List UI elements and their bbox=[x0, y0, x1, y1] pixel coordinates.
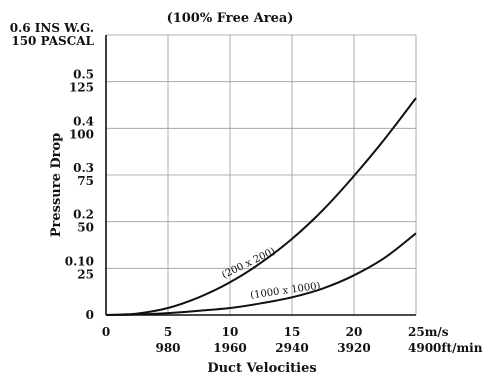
series-line-1 bbox=[105, 97, 417, 316]
series-layer bbox=[105, 97, 417, 316]
y-tick-label: 0.5 bbox=[73, 68, 94, 82]
y-tick-label-secondary: 75 bbox=[77, 174, 94, 188]
y-tick-label-secondary: 125 bbox=[69, 81, 94, 95]
x-tick-label: 5 bbox=[164, 325, 172, 339]
y-tick-label-secondary: 25 bbox=[77, 267, 94, 281]
y-tick-label: 0.4 bbox=[73, 114, 94, 128]
x-axis-ticks: 0 5 980 10 1960 15 2940 20 3920 25m/s 4900ft/min bbox=[102, 325, 483, 355]
series-line-2 bbox=[105, 232, 417, 316]
x-tick-label-secondary: 2940 bbox=[275, 341, 308, 355]
plot-frame bbox=[105, 35, 416, 316]
y-tick-label-secondary: 100 bbox=[69, 127, 94, 141]
x-tick-label: 0 bbox=[102, 325, 110, 339]
y-tick-label: 0.6 INS W.G. bbox=[10, 21, 94, 35]
series-label-1: (200 x 200) bbox=[220, 246, 277, 281]
x-axis-label: Duct Velocities bbox=[207, 361, 316, 376]
x-tick-label-secondary: 4900ft/min bbox=[408, 341, 483, 355]
x-tick-label-secondary: 1960 bbox=[213, 341, 246, 355]
y-tick-label-secondary: 150 PASCAL bbox=[11, 34, 94, 48]
grid-lines bbox=[106, 34, 417, 315]
x-tick-label-secondary: 3920 bbox=[337, 341, 370, 355]
x-tick-label: 10 bbox=[222, 325, 239, 339]
y-tick-label: 0 bbox=[86, 308, 94, 322]
y-tick-label: 0.2 bbox=[73, 208, 94, 222]
y-tick-label-secondary: 50 bbox=[77, 221, 94, 235]
x-tick-label: 20 bbox=[346, 325, 363, 339]
x-tick-label: 15 bbox=[284, 325, 301, 339]
x-tick-label-secondary: 980 bbox=[155, 341, 180, 355]
y-axis-label: Pressure Drop bbox=[49, 133, 64, 238]
series-labels: (200 x 200)(1000 x 1000) bbox=[220, 246, 321, 302]
chart-title: (100% Free Area) bbox=[167, 11, 294, 26]
y-tick-label: 0.10 bbox=[65, 254, 94, 268]
y-tick-label: 0.3 bbox=[73, 161, 94, 175]
x-tick-label: 25m/s bbox=[408, 325, 449, 339]
